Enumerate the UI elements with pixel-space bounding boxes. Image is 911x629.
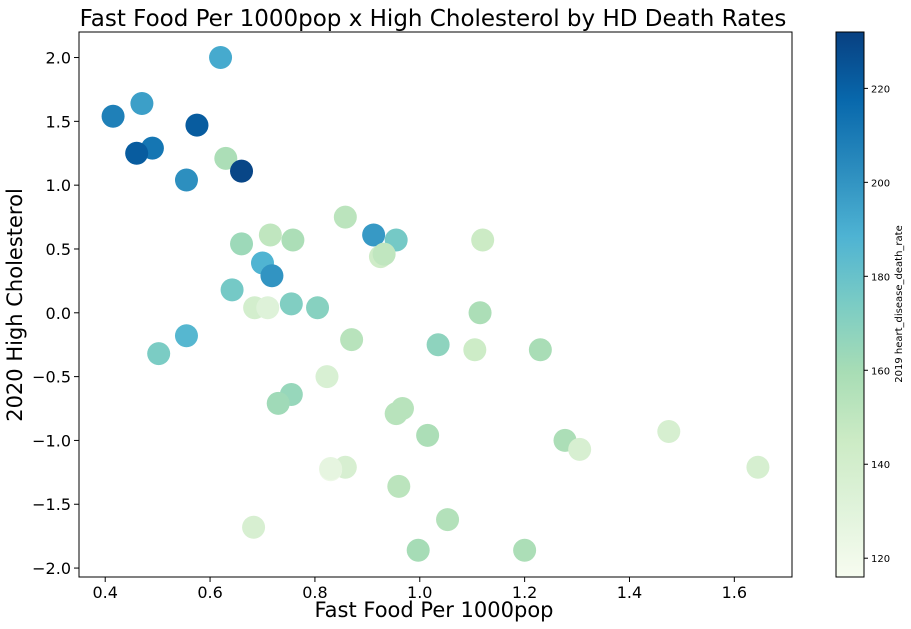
data-point [279,292,303,316]
data-point [384,402,408,426]
data-point [333,205,357,229]
data-point [185,113,209,137]
colorbar-label: 2019 heart_disease_death_rate [894,225,905,382]
colorbar-tick-label: 200 [871,178,890,189]
data-point [256,296,280,320]
y-tick-label: 1.5 [46,112,71,131]
plot-frame [78,31,793,578]
data-point [101,104,125,128]
data-point [746,455,770,479]
colorbar-tick-label: 220 [871,84,890,95]
y-tick-label: 0.5 [46,240,71,259]
colorbar [835,31,865,578]
points-layer [101,46,770,562]
data-point [387,474,411,498]
data-point [220,278,244,302]
colorbar-tick-label: 160 [871,366,890,377]
data-point [281,228,305,252]
data-point [258,223,282,247]
data-point [242,515,266,539]
y-axis: 2.0 1.5 1.0 0.5 0.0 −0.5 −1.0 −1.5 −2.0 [32,49,79,578]
y-axis-label: 2020 High Cholesterol [3,188,27,422]
x-tick-label: 0.8 [302,583,327,602]
data-point [266,391,290,415]
data-point [463,338,487,362]
data-point [260,264,284,288]
y-tick-label: −1.5 [32,495,71,514]
data-point [319,457,343,481]
data-point [362,223,386,247]
colorbar-tick-label: 180 [871,272,890,283]
y-tick-label: 1.0 [46,176,71,195]
y-tick-label: −0.5 [32,368,71,387]
data-point [426,333,450,357]
data-point [174,324,198,348]
data-point [340,328,364,352]
data-point [209,46,233,70]
data-point [416,423,440,447]
data-point [568,437,592,461]
x-tick-label: 0.6 [197,583,222,602]
x-tick-label: 1.6 [722,583,747,602]
data-point [214,146,238,170]
data-point [230,232,254,256]
data-point [372,242,396,266]
data-point [468,301,492,325]
data-point [528,338,552,362]
chart-title: Fast Food Per 1000pop x High Cholesterol… [80,6,787,32]
data-point [130,91,154,115]
y-tick-label: −2.0 [32,559,71,578]
data-point [513,538,537,562]
data-point [471,228,495,252]
data-point [306,296,330,320]
data-point [125,141,149,165]
data-point [657,419,681,443]
colorbar-tick-label: 140 [871,460,890,471]
x-tick-label: 0.4 [92,583,117,602]
data-point [436,508,460,532]
data-point [315,365,339,389]
x-axis: 0.4 0.6 0.8 1.0 1.2 1.4 1.6 [92,577,747,602]
x-tick-label: 1.0 [407,583,432,602]
x-tick-label: 1.4 [617,583,642,602]
data-point [230,159,254,183]
data-point [174,168,198,192]
data-point [147,342,171,366]
y-tick-label: −1.0 [32,431,71,450]
colorbar-tick-label: 120 [871,554,890,565]
x-axis-label: Fast Food Per 1000pop [315,598,554,622]
x-tick-label: 1.2 [512,583,537,602]
y-tick-label: 0.0 [46,304,71,323]
data-point [406,538,430,562]
y-tick-label: 2.0 [46,49,71,68]
colorbar-axis: 120 140 160 180 200 220 [864,84,890,565]
